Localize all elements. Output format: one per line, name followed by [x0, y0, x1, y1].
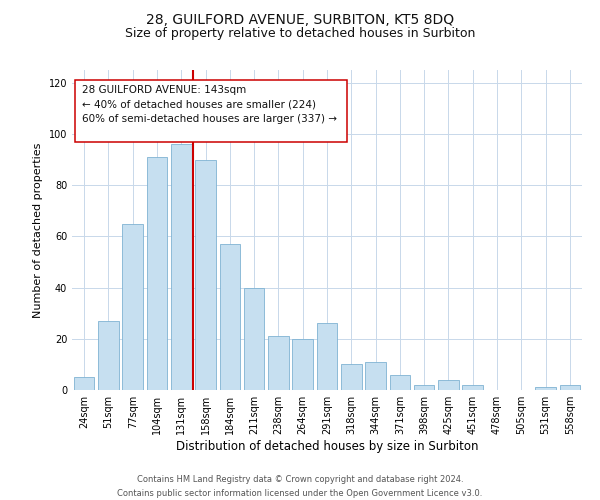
Bar [389, 374, 410, 390]
Bar [220, 244, 240, 390]
Bar [98, 321, 119, 390]
X-axis label: Distribution of detached houses by size in Surbiton: Distribution of detached houses by size … [176, 440, 478, 453]
Text: 28 GUILFORD AVENUE: 143sqm
← 40% of detached houses are smaller (224)
60% of sem: 28 GUILFORD AVENUE: 143sqm ← 40% of deta… [82, 86, 337, 124]
Bar [414, 385, 434, 390]
Y-axis label: Number of detached properties: Number of detached properties [33, 142, 43, 318]
Bar [560, 385, 580, 390]
Bar [463, 385, 483, 390]
Text: Contains HM Land Registry data © Crown copyright and database right 2024.
Contai: Contains HM Land Registry data © Crown c… [118, 476, 482, 498]
Bar [122, 224, 143, 390]
Bar [535, 388, 556, 390]
Text: 28, GUILFORD AVENUE, SURBITON, KT5 8DQ: 28, GUILFORD AVENUE, SURBITON, KT5 8DQ [146, 12, 454, 26]
Text: Size of property relative to detached houses in Surbiton: Size of property relative to detached ho… [125, 28, 475, 40]
Bar [146, 157, 167, 390]
Bar [317, 324, 337, 390]
Bar [438, 380, 459, 390]
Bar [365, 362, 386, 390]
Bar [341, 364, 362, 390]
Bar [74, 377, 94, 390]
Bar [195, 160, 216, 390]
FancyBboxPatch shape [74, 80, 347, 142]
Bar [292, 339, 313, 390]
Bar [244, 288, 265, 390]
Bar [268, 336, 289, 390]
Bar [171, 144, 191, 390]
